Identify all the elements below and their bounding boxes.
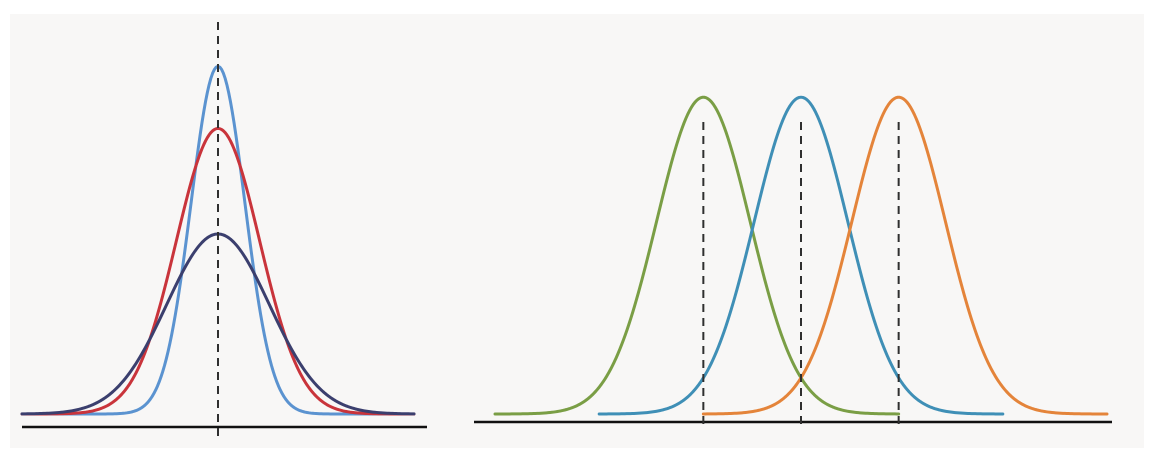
distribution-curve-2 [597,95,1005,416]
left-chart-variance-comparison [20,22,427,436]
right-chart-mean-shift-comparison [474,95,1112,426]
distribution-curve-3 [701,95,1109,416]
figure-background [10,14,1144,448]
distribution-curve-1 [493,95,901,416]
distribution-curve-2 [20,126,416,416]
